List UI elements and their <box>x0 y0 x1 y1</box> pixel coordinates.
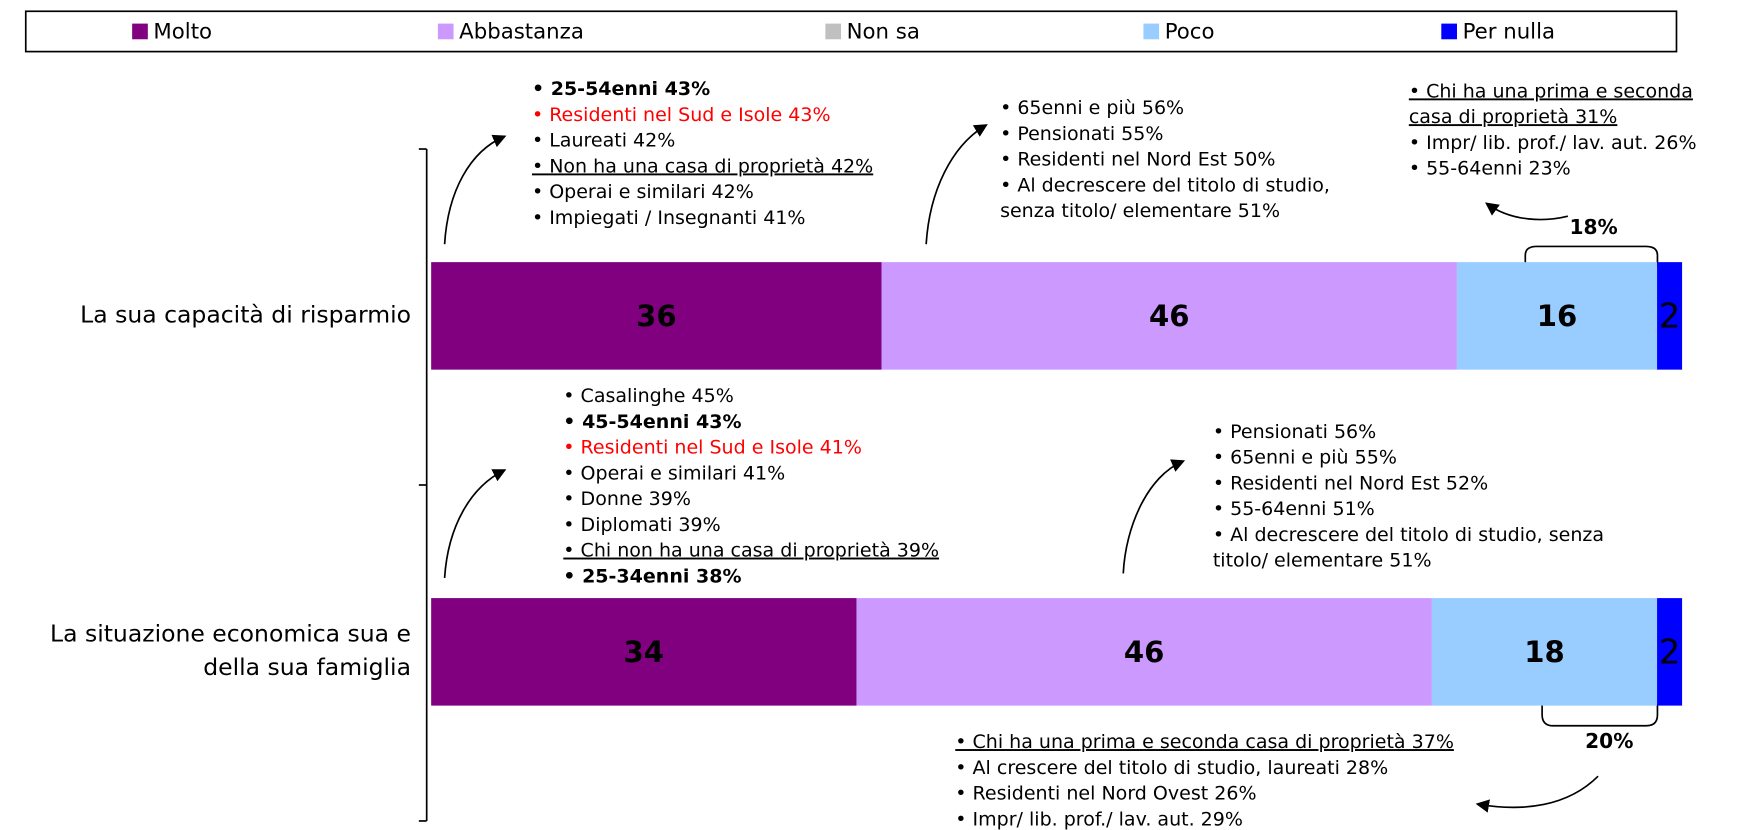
annotation-line: • Pensionati 55% <box>1000 123 1163 145</box>
annotation-line: • 55-64enni 51% <box>1213 498 1375 520</box>
value-label: 16 <box>1537 299 1578 333</box>
annotation-line: • Chi ha una prima e seconda <box>1409 80 1693 102</box>
legend-label: Per nulla <box>1463 20 1555 45</box>
legend-label: Abbastanza <box>459 20 584 45</box>
legend-swatch <box>1143 23 1160 40</box>
legend-swatch <box>132 23 148 40</box>
category-label: della sua famiglia <box>203 653 411 681</box>
category-label: La sua capacità di risparmio <box>80 300 411 328</box>
category-label: La situazione economica sua e <box>50 620 411 648</box>
annotation-line: • 65enni e più 56% <box>1000 97 1184 119</box>
annotation-line: • 25-34enni 38% <box>563 565 741 587</box>
value-label: 46 <box>1149 299 1190 333</box>
annotation-line: • Al crescere del titolo di studio, laur… <box>955 757 1388 779</box>
legend-swatch <box>825 23 842 40</box>
bar-segment <box>881 262 1457 370</box>
bar-segment <box>1456 262 1658 370</box>
bar-segment <box>431 598 857 706</box>
annotation-line: • Casalinghe 45% <box>563 385 734 407</box>
annotation-line: • Laureati 42% <box>532 130 675 152</box>
annotation-line: • Impr/ lib. prof./ lav. aut. 26% <box>1409 132 1697 154</box>
annotation-line: • Residenti nel Sud e Isole 43% <box>532 104 831 126</box>
legend-box <box>24 10 1678 53</box>
annotation-line: • Pensionati 56% <box>1213 421 1376 443</box>
annotation-line: • 65enni e più 55% <box>1213 447 1397 469</box>
value-label: 2 <box>1659 633 1680 672</box>
bracket-label: 18% <box>1570 215 1618 239</box>
value-label: 46 <box>1124 635 1165 669</box>
annotation-line: • Residenti nel Sud e Isole 41% <box>563 437 862 459</box>
bar-segment <box>1657 598 1683 706</box>
callout-arrows <box>443 124 1659 813</box>
annotation-line: • 45-54enni 43% <box>563 411 741 433</box>
annotation-line: • Donne 39% <box>563 488 691 510</box>
annotation-line: • Chi non ha una casa di proprietà 39% <box>563 540 939 562</box>
bracket-label: 20% <box>1585 729 1633 753</box>
annotation-line: • Impiegati / Insegnanti 41% <box>532 207 806 229</box>
annotation-line: titolo/ elementare 51% <box>1213 550 1432 572</box>
value-label: 34 <box>624 635 665 669</box>
bar-segment <box>856 598 1432 706</box>
annotation-line: • 25-54enni 43% <box>532 78 710 100</box>
value-label: 36 <box>636 299 677 333</box>
annotation-line: • Residenti nel Nord Est 52% <box>1213 472 1488 494</box>
axis <box>418 148 428 822</box>
legend-swatch <box>1441 23 1457 40</box>
annotation-line: • Impr/ lib. prof./ lav. aut. 29% <box>955 808 1243 830</box>
annotation-line: • Operai e similari 42% <box>532 181 754 203</box>
annotation-line: • Chi ha una prima e seconda casa di pro… <box>955 731 1454 753</box>
bar-segment <box>1431 598 1658 706</box>
value-label: 2 <box>1659 297 1680 336</box>
annotation-line: • 55-64enni 23% <box>1409 158 1571 180</box>
annotation-line: • Non ha una casa di proprietà 42% <box>532 155 873 177</box>
annotation-line: • Residenti nel Nord Est 50% <box>1000 149 1275 171</box>
annotation-line: • Al decrescere del titolo di studio, <box>1000 174 1330 196</box>
annotation-line: • Diplomati 39% <box>563 514 720 536</box>
legend-label: Molto <box>153 20 212 45</box>
bar-segment <box>1657 262 1683 370</box>
legend-swatch <box>437 23 454 40</box>
annotation-line: • Al decrescere del titolo di studio, se… <box>1213 524 1604 546</box>
legend-label: Non sa <box>847 20 920 45</box>
annotation-line: senza titolo/ elementare 51% <box>1000 200 1280 222</box>
bar-segment <box>431 262 882 370</box>
value-label: 18 <box>1524 635 1565 669</box>
annotation-line: • Residenti nel Nord Ovest 26% <box>955 783 1256 805</box>
legend-label: Poco <box>1165 20 1215 45</box>
annotation-line: • Operai e similari 41% <box>563 462 785 484</box>
annotation-line: casa di proprietà 31% <box>1409 106 1618 128</box>
